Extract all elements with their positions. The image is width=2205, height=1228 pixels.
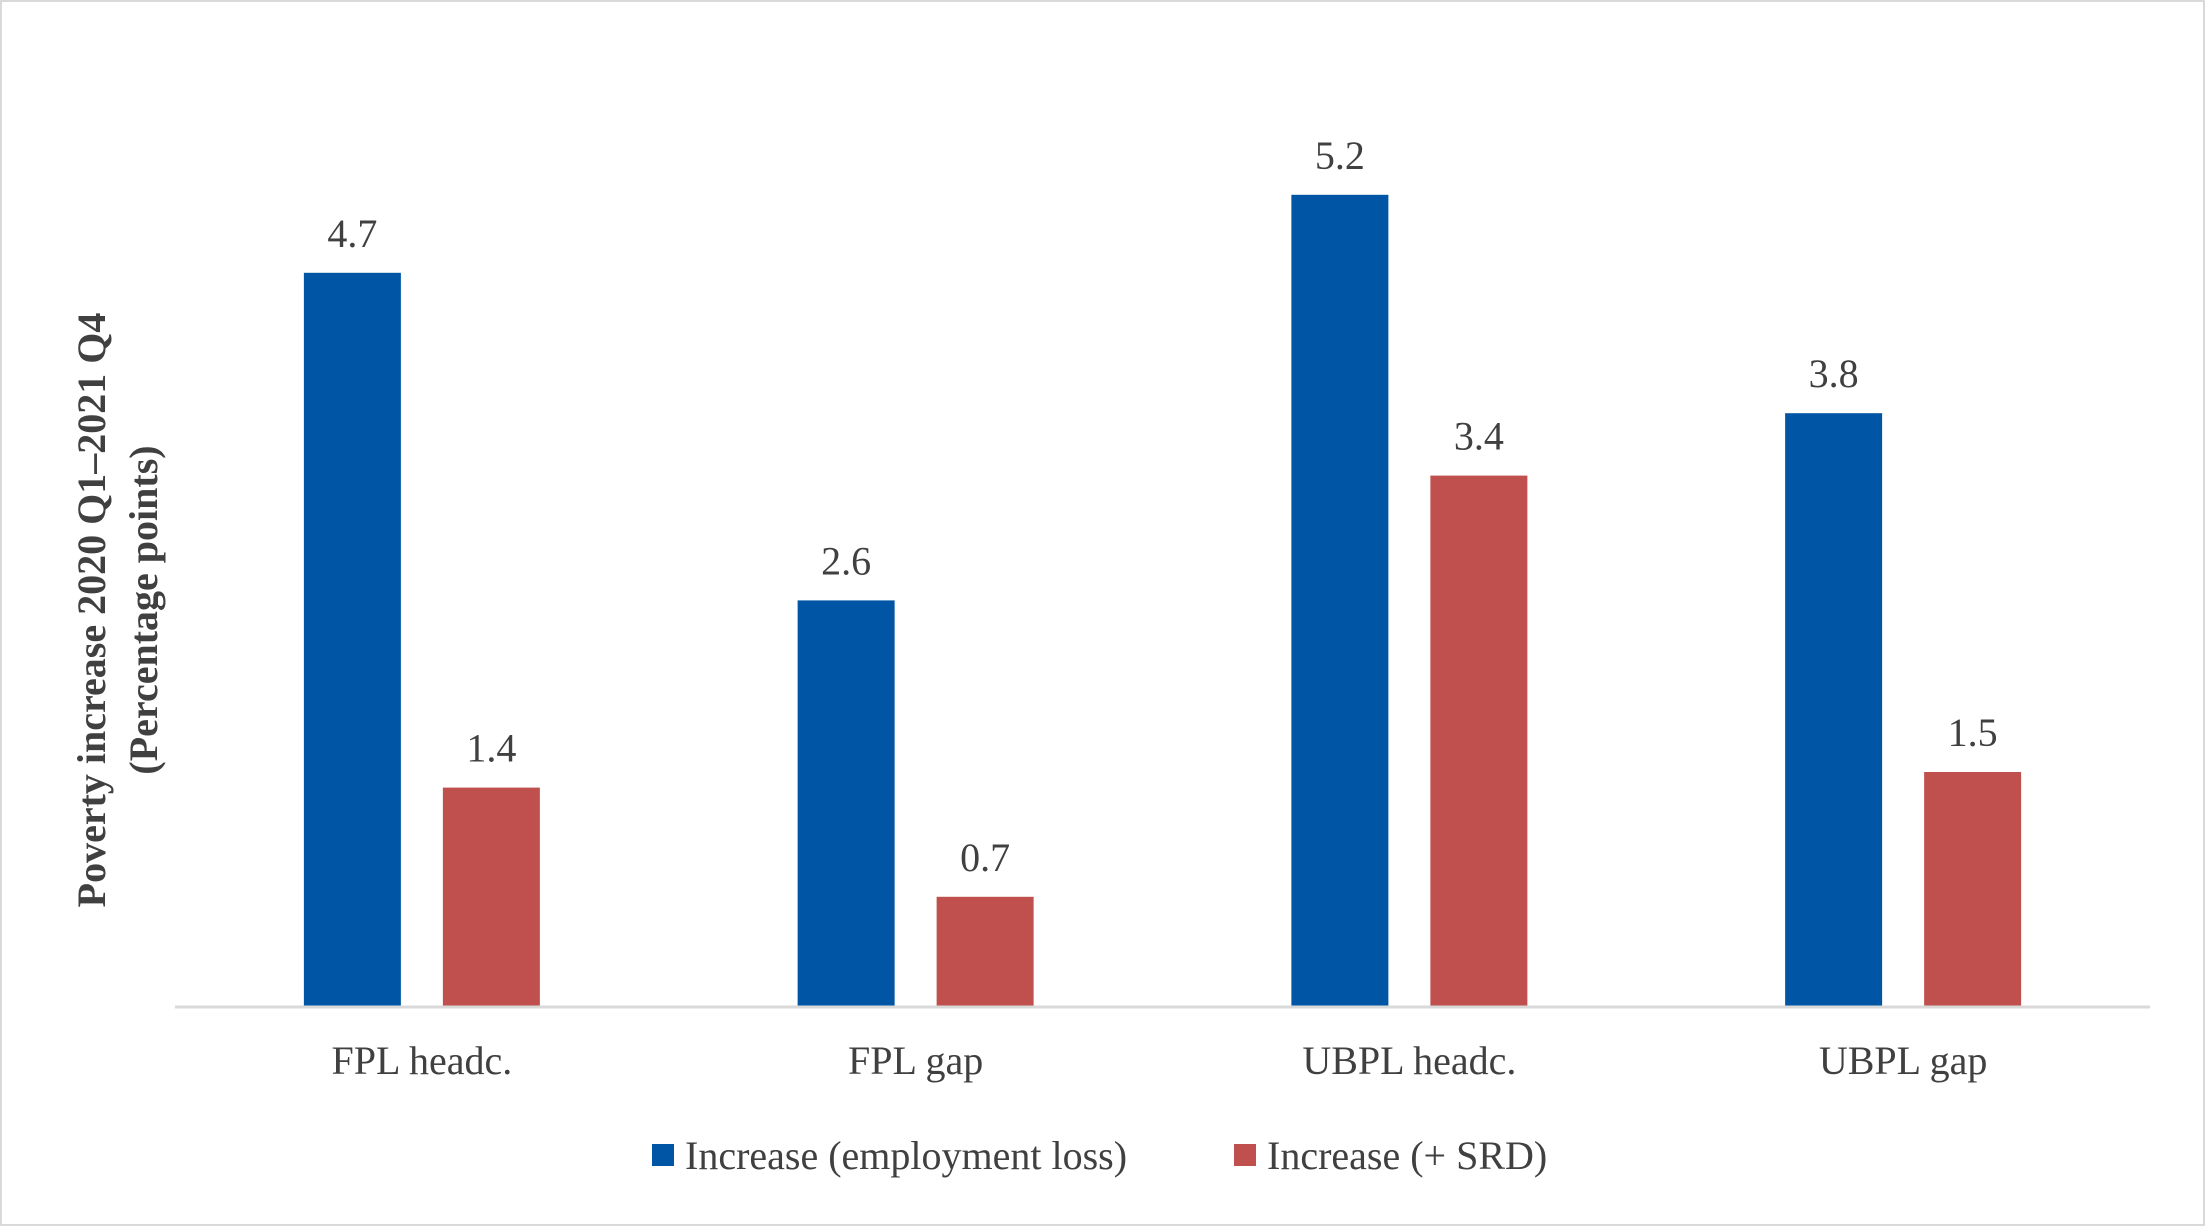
- x-tick-label-1: FPL gap: [848, 1038, 983, 1083]
- bar-srd-3: [1924, 772, 2022, 1006]
- x-tick-label-3: UBPL gap: [1819, 1038, 1988, 1083]
- data-label-srd-3: 1.5: [1948, 710, 1998, 755]
- bars-layer: [303, 194, 2022, 1007]
- data-label-employment-loss-1: 2.6: [821, 538, 871, 583]
- legend-swatch-srd: [1234, 1144, 1256, 1166]
- legend: Increase (employment loss) Increase (+ SR…: [652, 1133, 1547, 1178]
- legend-label-employment-loss: Increase (employment loss): [685, 1133, 1127, 1178]
- labels-layer: 4.7 1.4 FPL headc. 2.6 0.7 FPL gap 5.2 3.4 UBPL …: [327, 133, 1997, 1083]
- data-label-srd-0: 1.4: [466, 726, 516, 771]
- data-label-employment-loss-2: 5.2: [1315, 133, 1365, 178]
- legend-label-srd: Increase (+ SRD): [1267, 1133, 1547, 1178]
- bar-srd-1: [936, 896, 1034, 1006]
- x-tick-label-2: UBPL headc.: [1302, 1038, 1516, 1083]
- bar-employment-loss-0: [303, 272, 401, 1006]
- bar-employment-loss-3: [1785, 413, 1883, 1006]
- data-label-employment-loss-3: 3.8: [1809, 351, 1859, 396]
- bar-srd-0: [442, 787, 540, 1006]
- y-axis-title-line-2: (Percentage points): [121, 445, 166, 774]
- data-label-srd-2: 3.4: [1454, 414, 1504, 459]
- legend-swatch-employment-loss: [652, 1144, 674, 1166]
- y-axis-title-line-1: Poverty increase 2020 Q1–2021 Q4: [69, 313, 114, 908]
- bar-employment-loss-2: [1291, 194, 1389, 1007]
- bar-employment-loss-1: [797, 600, 895, 1006]
- data-label-employment-loss-0: 4.7: [327, 211, 377, 256]
- data-label-srd-1: 0.7: [960, 835, 1010, 880]
- bar-srd-2: [1430, 475, 1528, 1007]
- x-tick-label-0: FPL headc.: [332, 1038, 513, 1083]
